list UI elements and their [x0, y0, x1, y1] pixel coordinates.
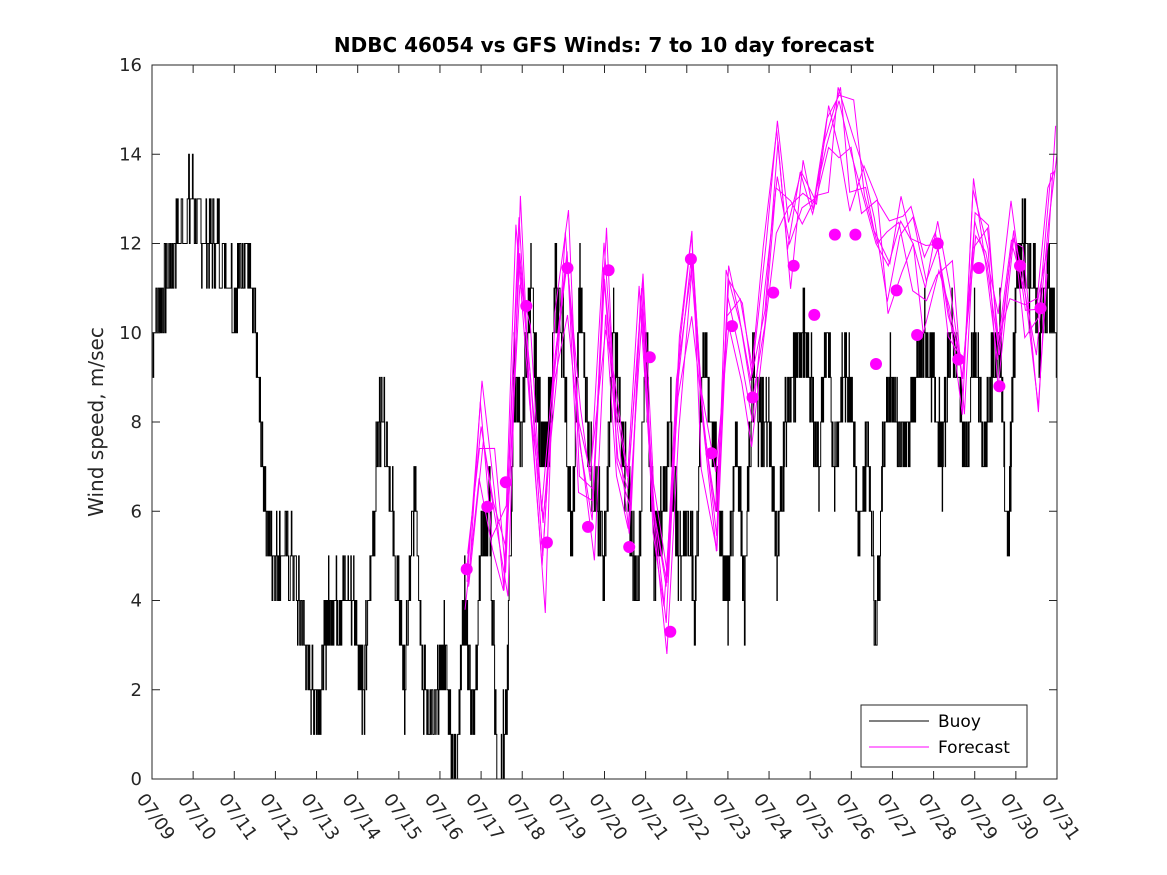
series-forecast-line [467, 87, 1056, 583]
forecast-point [993, 380, 1006, 393]
forecast-point [705, 447, 718, 460]
y-axis-label: Wind speed, m/sec [84, 327, 108, 517]
y-tick-label: 8 [131, 412, 142, 433]
forecast-point [499, 476, 512, 489]
forecast-point [561, 262, 574, 274]
forecast-point [931, 237, 944, 250]
forecast-point [582, 520, 594, 533]
series-buoy-line [152, 153, 1058, 780]
series-layer [152, 87, 1058, 780]
forecast-point [870, 358, 882, 370]
forecast-point [726, 320, 738, 333]
forecast-point [767, 286, 780, 299]
y-tick-label: 10 [119, 323, 142, 344]
series-forecast-line [468, 94, 1049, 587]
forecast-point [643, 351, 656, 364]
forecast-point [808, 308, 821, 321]
y-tick-label: 0 [131, 769, 142, 790]
forecast-point [911, 329, 924, 341]
forecast-point [746, 391, 759, 404]
legend-label-buoy: Buoy [938, 712, 981, 732]
y-tick-label: 2 [131, 680, 142, 701]
y-tick-label: 16 [119, 55, 142, 76]
y-tick-label: 4 [131, 591, 142, 612]
forecast-point [1034, 302, 1047, 315]
y-tick-label: 6 [131, 501, 142, 522]
y-tick-label: 14 [119, 144, 142, 165]
forecast-point [1014, 259, 1026, 272]
forecast-point [520, 300, 533, 312]
series-forecast-line [464, 125, 1057, 614]
forecast-point [890, 284, 903, 297]
forecast-point [602, 264, 615, 277]
forecast-point [787, 259, 800, 272]
chart-title: NDBC 46054 vs GFS Winds: 7 to 10 day for… [334, 33, 875, 57]
forecast-point [972, 262, 985, 274]
forecast-point [460, 563, 473, 576]
plot-area [152, 65, 1057, 779]
forecast-point [684, 253, 697, 266]
forecast-point [952, 353, 965, 366]
legend-box [860, 704, 1028, 768]
y-tick-label: 12 [119, 234, 142, 255]
forecast-point [623, 541, 636, 553]
forecast-point [828, 228, 841, 241]
legend: Buoy Forecast [860, 704, 1028, 768]
forecast-point [664, 625, 677, 638]
legend-label-forecast: Forecast [938, 738, 1010, 758]
forecast-point [849, 228, 862, 241]
forecast-point [540, 536, 553, 549]
forecast-point [481, 500, 494, 513]
